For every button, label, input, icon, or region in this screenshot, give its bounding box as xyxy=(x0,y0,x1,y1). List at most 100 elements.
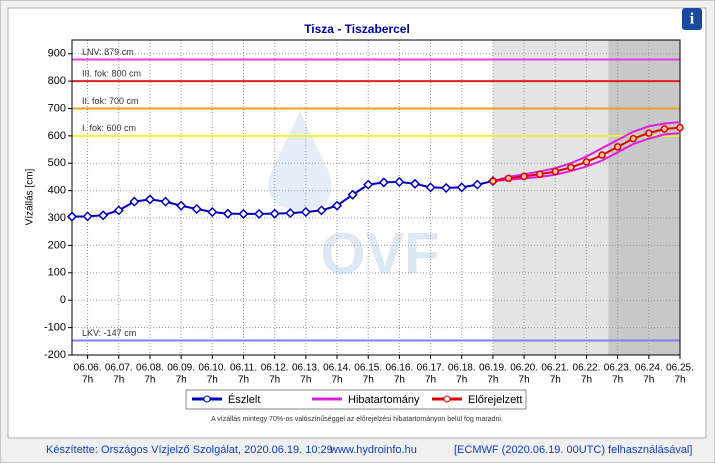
y-tick-label: 800 xyxy=(48,75,66,87)
x-tick-hour: 7h xyxy=(487,375,498,386)
note: A vízállás mintegy 70%-os valószínűségge… xyxy=(211,416,503,423)
y-tick-label: 300 xyxy=(48,212,66,224)
x-tick-label: 06.22. xyxy=(573,363,601,374)
data-point xyxy=(520,172,528,181)
data-point xyxy=(582,158,591,166)
x-tick-hour: 7h xyxy=(456,375,467,386)
data-point xyxy=(238,208,249,219)
x-tick-hour: 7h xyxy=(238,375,249,386)
data-point xyxy=(489,177,497,185)
y-tick-label: -100 xyxy=(44,322,66,334)
data-point xyxy=(347,189,358,200)
x-tick-hour: 7h xyxy=(363,375,374,386)
threshold-label: I. fok: 600 cm xyxy=(82,123,136,133)
x-tick-hour: 7h xyxy=(207,375,218,386)
forecast-shade xyxy=(608,40,680,355)
x-tick-hour: 7h xyxy=(674,375,685,386)
y-tick-label: 200 xyxy=(48,239,66,251)
legend-marker xyxy=(203,395,211,403)
watermark-drop xyxy=(268,110,332,210)
y-tick-label: 100 xyxy=(48,267,66,279)
x-tick-hour: 7h xyxy=(144,375,155,386)
legend-item: Észlelt xyxy=(192,393,260,406)
data-point xyxy=(160,196,171,207)
data-point xyxy=(567,163,575,172)
data-point xyxy=(191,203,202,215)
legend-item: Előrejelzett xyxy=(432,394,522,406)
data-point xyxy=(144,194,156,205)
data-point xyxy=(535,170,544,178)
x-tick-label: 06.23. xyxy=(604,363,632,374)
watermark: OVF xyxy=(320,221,439,286)
x-tick-label: 06.20. xyxy=(510,363,538,374)
data-point xyxy=(425,182,436,193)
data-point xyxy=(409,178,421,189)
x-tick-hour: 7h xyxy=(300,375,311,386)
data-point xyxy=(300,206,311,218)
x-tick-label: 06.06. xyxy=(74,363,102,374)
x-tick-label: 06.21. xyxy=(541,363,569,374)
series-line xyxy=(71,180,494,218)
info-button[interactable] xyxy=(682,8,702,30)
y-tick-label: 0 xyxy=(60,294,66,306)
x-tick-hour: 7h xyxy=(612,375,623,386)
footer-site[interactable]: www.hydroinfo.hu xyxy=(329,444,417,456)
x-tick-hour: 7h xyxy=(269,375,280,386)
x-tick-hour: 7h xyxy=(643,375,654,386)
threshold-label: LKV: -147 cm xyxy=(82,328,136,338)
x-tick-label: 06.18. xyxy=(448,363,476,374)
x-tick-label: 06.09. xyxy=(167,363,195,374)
legend-label: Előrejelzett xyxy=(468,394,522,406)
info-icon[interactable]: i xyxy=(690,11,695,28)
x-tick-hour: 7h xyxy=(176,375,187,386)
data-point xyxy=(176,200,187,211)
y-tick-label: 400 xyxy=(48,185,66,197)
threshold-label: II. fok: 700 cm xyxy=(82,96,139,106)
x-tick-label: 06.13. xyxy=(292,363,320,374)
data-point xyxy=(504,174,513,183)
data-point xyxy=(613,143,622,151)
data-point xyxy=(82,211,93,222)
x-tick-label: 06.25. xyxy=(666,363,694,374)
data-point xyxy=(98,210,109,221)
x-tick-label: 06.08. xyxy=(136,363,164,374)
data-point xyxy=(66,211,78,222)
x-tick-hour: 7h xyxy=(331,375,342,386)
y-axis-label: Vízállás [cm] xyxy=(25,168,36,225)
plot-frame xyxy=(71,39,681,356)
data-point xyxy=(598,151,606,159)
y-tick-label: 600 xyxy=(48,130,66,142)
data-point xyxy=(472,179,483,190)
x-tick-label: 06.07. xyxy=(105,363,133,374)
y-tick-label: 700 xyxy=(48,102,66,114)
x-tick-hour: 7h xyxy=(519,375,530,386)
data-point xyxy=(363,179,374,190)
data-point xyxy=(254,208,265,219)
data-point xyxy=(269,208,280,219)
x-tick-label: 06.19. xyxy=(479,363,507,374)
legend-label: Észlelt xyxy=(228,393,260,406)
data-point xyxy=(207,206,218,218)
legend-item: Hibatartomány xyxy=(312,394,420,406)
data-point xyxy=(285,208,296,219)
x-tick-label: 06.16. xyxy=(385,363,413,374)
x-tick-label: 06.12. xyxy=(261,363,289,374)
x-tick-hour: 7h xyxy=(394,375,405,386)
x-tick-label: 06.14. xyxy=(323,363,351,374)
data-point xyxy=(222,208,233,219)
data-point xyxy=(441,182,452,193)
data-point xyxy=(316,205,327,216)
x-tick-label: 06.24. xyxy=(635,363,663,374)
chart-title: Tisza - Tiszabercel xyxy=(304,22,410,36)
footer-source: [ECMWF (2020.06.19. 00UTC) felhasználásá… xyxy=(454,444,692,456)
x-tick-hour: 7h xyxy=(425,375,436,386)
data-point xyxy=(660,125,669,133)
x-tick-hour: 7h xyxy=(581,375,592,386)
x-tick-hour: 7h xyxy=(113,375,124,386)
legend-frame xyxy=(185,389,527,410)
x-tick-label: 06.11. xyxy=(230,363,257,374)
data-point xyxy=(629,134,637,143)
data-point xyxy=(645,129,653,137)
legend-label: Hibatartomány xyxy=(348,394,420,406)
